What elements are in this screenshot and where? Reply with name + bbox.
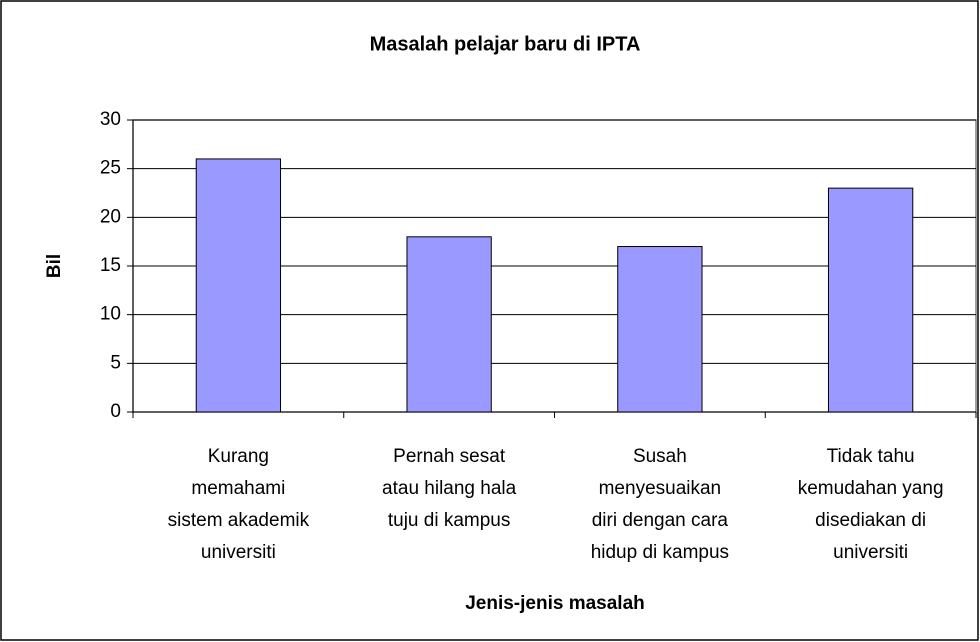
- bar: [617, 246, 703, 413]
- x-tick-label: Tidak tahu: [827, 446, 915, 467]
- x-tick-label: diri dengan cara: [592, 510, 729, 531]
- x-tick-label: Kurang: [208, 446, 269, 467]
- x-tick-label: universiti: [833, 542, 908, 563]
- x-tick-label: tuju di kampus: [388, 510, 511, 531]
- x-tick-label: universiti: [201, 542, 276, 563]
- y-tick-label: 30: [100, 109, 121, 130]
- x-tick-label: memahami: [191, 478, 285, 499]
- x-tick-label: hidup di kampus: [591, 542, 729, 563]
- y-tick-label: 15: [100, 255, 121, 276]
- y-tick-label: 20: [100, 206, 121, 227]
- x-tick-label: atau hilang hala: [382, 478, 517, 499]
- x-tick-label: kemudahan yang: [798, 478, 944, 499]
- x-axis-label: Jenis-jenis masalah: [465, 593, 645, 614]
- y-tick-label: 10: [100, 304, 121, 325]
- bar: [195, 158, 282, 413]
- y-tick-label: 25: [100, 158, 121, 179]
- y-tick-label: 0: [110, 401, 121, 422]
- bar: [827, 187, 914, 413]
- y-tick-label: 5: [110, 352, 121, 373]
- y-axis-label: Bil: [44, 254, 65, 278]
- x-tick-label: Susah: [633, 446, 687, 467]
- bar: [406, 236, 492, 413]
- x-tick-label: disediakan di: [815, 510, 926, 531]
- x-tick-label: Pernah sesat: [393, 446, 506, 467]
- x-tick-label: sistem akademik: [168, 510, 310, 531]
- x-tick-label: menyesuaikan: [599, 478, 722, 499]
- chart-title: Masalah pelajar baru di IPTA: [370, 33, 641, 55]
